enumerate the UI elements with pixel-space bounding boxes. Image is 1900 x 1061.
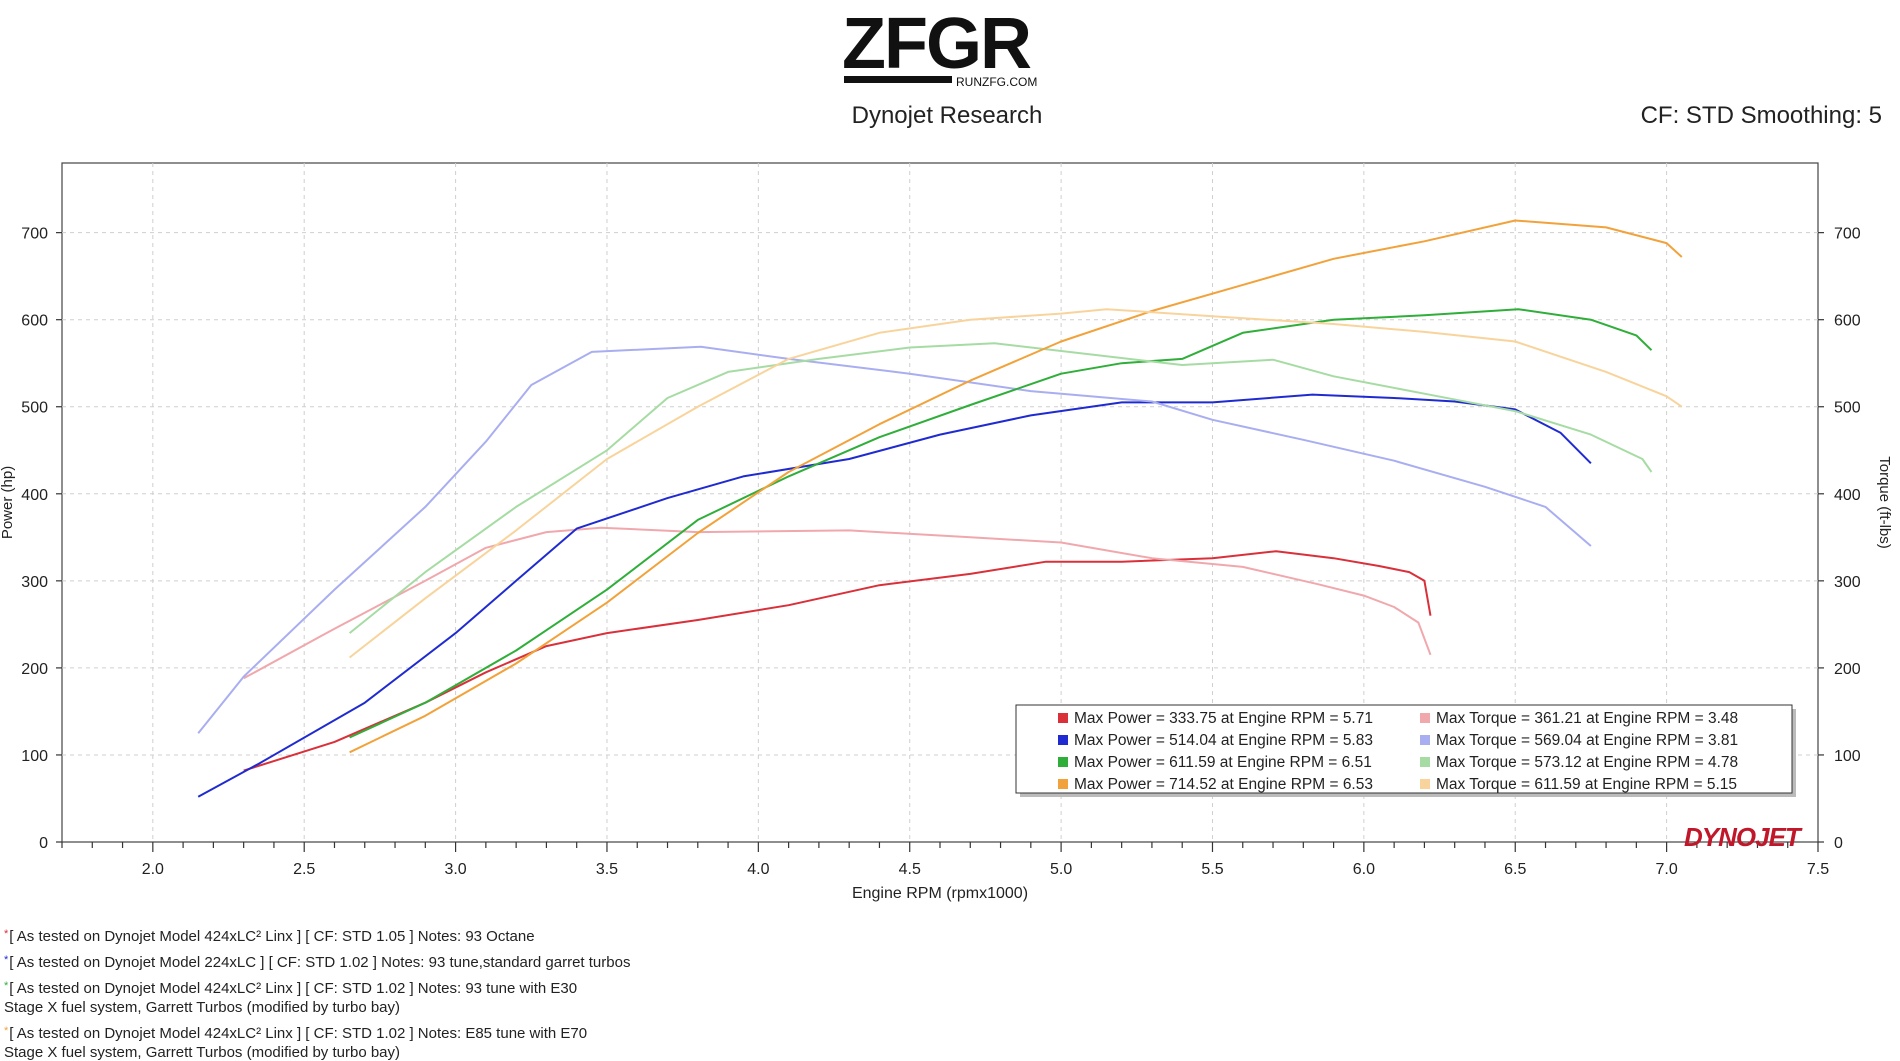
x-tick-label: 5.5	[1201, 861, 1223, 878]
series-line-red-torque	[243, 526, 1432, 680]
logo-url: RUNZFG.COM	[956, 75, 1037, 89]
x-tick-label: 2.0	[142, 861, 164, 878]
y-tick-label-right: 600	[1834, 313, 1861, 330]
x-tick-label: 4.0	[747, 861, 769, 878]
logo-text: ZFGR	[842, 6, 1031, 84]
dyno-chart: 2.0 2.5 3.0 3.5 4.0 4.5 5.0 5.5 6.0 6.5 7.0 7.5 0 0 10…	[0, 162, 1893, 902]
y-tick-label-left: 200	[21, 661, 48, 678]
x-tick-label: 7.0	[1655, 861, 1677, 878]
legend-swatch-power	[1058, 713, 1068, 723]
x-tick-label: 6.5	[1504, 861, 1526, 878]
legend-swatch-torque	[1420, 713, 1430, 723]
y-axis-label-left: Power (hp)	[0, 466, 16, 539]
note-text: [ As tested on Dynojet Model 424xLC² Lin…	[9, 980, 578, 997]
y-tick-label-left: 300	[21, 574, 48, 591]
x-tick-label: 2.5	[293, 861, 315, 878]
legend-swatch-power	[1058, 757, 1068, 767]
y-tick-label-left: 600	[21, 313, 48, 330]
legend-entry-power: Max Power = 611.59 at Engine RPM = 6.51	[1074, 754, 1372, 771]
chart-legend: Max Power = 333.75 at Engine RPM = 5.71 M…	[1015, 704, 1796, 797]
test-note-line: *[ As tested on Dynojet Model 424xLC² Li…	[4, 980, 577, 997]
x-tick-label: 6.0	[1353, 861, 1375, 878]
y-tick-label-left: 100	[21, 748, 48, 765]
chart-series	[197, 219, 1683, 798]
note-text: [ As tested on Dynojet Model 224xLC ] [ …	[9, 954, 631, 971]
y-tick-label-right: 200	[1834, 661, 1861, 678]
series-line-orange-power	[349, 219, 1683, 754]
legend-swatch-power	[1058, 735, 1068, 745]
series-line-green-power	[349, 308, 1653, 739]
note-text: Stage X fuel system, Garrett Turbos (mod…	[4, 1044, 401, 1061]
series-line-blue-torque	[197, 345, 1592, 734]
x-tick-label: 3.0	[444, 861, 466, 878]
y-tick-label-right: 400	[1834, 487, 1861, 504]
legend-entry-power: Max Power = 333.75 at Engine RPM = 5.71	[1074, 710, 1373, 727]
legend-entry-power: Max Power = 514.04 at Engine RPM = 5.83	[1074, 732, 1373, 749]
zfgr-logo: ZFGR RUNZFG.COM	[842, 6, 1037, 89]
legend-swatch-power	[1058, 779, 1068, 789]
y-axis-label-right: Torque (ft-lbs)	[1876, 456, 1893, 549]
y-tick-label-right: 700	[1834, 226, 1861, 243]
test-note-line: Stage X fuel system, Garrett Turbos (mod…	[4, 1044, 400, 1061]
x-tick-label: 5.0	[1050, 861, 1072, 878]
series-line-orange-torque	[348, 308, 1683, 659]
note-text: [ As tested on Dynojet Model 424xLC² Lin…	[9, 1025, 588, 1042]
y-tick-label-left: 500	[21, 400, 48, 417]
y-tick-label-left: 700	[21, 226, 48, 243]
test-note-line: Stage X fuel system, Garrett Turbos (mod…	[4, 999, 400, 1016]
legend-swatch-torque	[1420, 757, 1430, 767]
test-note-line: *[ As tested on Dynojet Model 424xLC² Li…	[4, 928, 535, 945]
x-tick-label: 7.5	[1807, 861, 1829, 878]
test-note-line: *[ As tested on Dynojet Model 424xLC² Li…	[4, 1025, 587, 1042]
legend-entry-torque: Max Torque = 573.12 at Engine RPM = 4.78	[1436, 754, 1738, 771]
note-marker: *	[4, 954, 9, 966]
chart-axes: 2.0 2.5 3.0 3.5 4.0 4.5 5.0 5.5 6.0 6.5 7.0 7.5 0 0 10…	[0, 226, 1893, 902]
x-axis-label: Engine RPM (rpmx1000)	[852, 885, 1028, 902]
dynojet-watermark: DYNOJET	[1684, 822, 1801, 852]
legend-entry-torque: Max Torque = 361.21 at Engine RPM = 3.48	[1436, 710, 1738, 727]
note-text: Stage X fuel system, Garrett Turbos (mod…	[4, 999, 401, 1016]
y-tick-label-right: 500	[1834, 400, 1861, 417]
x-tick-label: 3.5	[596, 861, 618, 878]
legend-swatch-torque	[1420, 779, 1430, 789]
y-tick-label-right: 100	[1834, 748, 1861, 765]
note-marker: *	[4, 980, 9, 992]
chart-subtitle: Dynojet Research	[851, 102, 1043, 129]
legend-entry-torque: Max Torque = 611.59 at Engine RPM = 5.15	[1436, 776, 1737, 793]
y-tick-label-right: 0	[1834, 835, 1843, 852]
test-note-line: *[ As tested on Dynojet Model 224xLC ] […	[4, 954, 630, 971]
y-tick-label-right: 300	[1834, 574, 1861, 591]
cf-smoothing-info: CF: STD Smoothing: 5	[1640, 102, 1882, 129]
legend-entry-power: Max Power = 714.52 at Engine RPM = 6.53	[1074, 776, 1373, 793]
legend-swatch-torque	[1420, 735, 1430, 745]
series-line-red-power	[243, 550, 1432, 772]
note-marker: *	[4, 1025, 9, 1037]
y-tick-label-left: 0	[39, 835, 48, 852]
note-marker: *	[4, 928, 9, 940]
note-text: [ As tested on Dynojet Model 424xLC² Lin…	[9, 928, 535, 945]
series-line-blue-power	[197, 393, 1592, 798]
y-tick-label-left: 400	[21, 487, 48, 504]
x-tick-label: 4.5	[899, 861, 921, 878]
legend-entry-torque: Max Torque = 569.04 at Engine RPM = 3.81	[1436, 732, 1738, 749]
legend-box	[1015, 704, 1793, 794]
